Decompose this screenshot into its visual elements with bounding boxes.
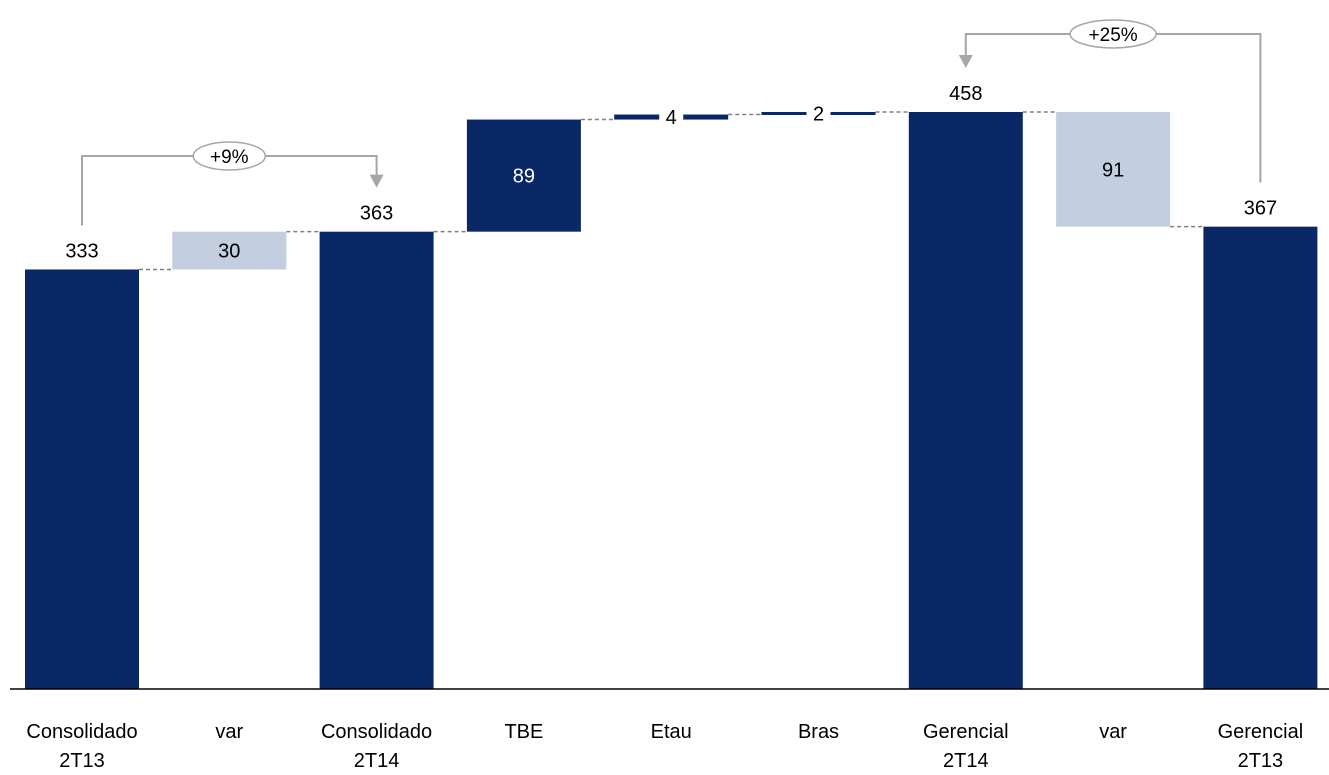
growth-brackets: +9% +25% bbox=[81, 19, 1262, 226]
bar-7 bbox=[908, 112, 1023, 689]
bracket-arrow-1 bbox=[369, 174, 384, 188]
growth-bracket-1: +9% bbox=[81, 141, 384, 226]
category-label-9-line-1: Gerencial bbox=[1218, 721, 1304, 743]
value-label-bg-6 bbox=[806, 101, 831, 126]
value-label-8: 91 bbox=[1102, 159, 1124, 181]
value-label-5: 4 bbox=[666, 107, 677, 129]
bracket-badge-2 bbox=[1069, 19, 1157, 49]
value-label-4: 89 bbox=[513, 166, 535, 188]
category-label-2-line-1: var bbox=[215, 721, 243, 743]
category-label-5-line-1: Etau bbox=[651, 721, 692, 743]
category-label-3-line-1: Consolidado bbox=[321, 721, 432, 743]
growth-bracket-2: +25% bbox=[958, 19, 1262, 183]
bar-8 bbox=[1056, 112, 1171, 227]
value-label-3: 363 bbox=[360, 203, 393, 225]
bar-9 bbox=[1203, 226, 1318, 689]
connector-lines bbox=[139, 111, 1204, 271]
value-label-6: 2 bbox=[813, 103, 824, 125]
bracket-label-1: +9% bbox=[210, 147, 249, 168]
bars bbox=[25, 112, 1318, 689]
category-label-3-line-2: 2T14 bbox=[354, 750, 400, 772]
bar-2 bbox=[172, 231, 287, 270]
category-labels: Consolidado 2T13 var Consolidado 2T14 TBE Etau… bbox=[26, 721, 1303, 772]
value-label-2: 30 bbox=[218, 241, 240, 263]
bracket-label-2: +25% bbox=[1089, 25, 1138, 46]
category-label-1-line-1: Consolidado bbox=[26, 721, 137, 743]
category-label-1-line-2: 2T13 bbox=[59, 750, 105, 772]
value-label-bg-5 bbox=[659, 105, 684, 130]
bracket-badge-1 bbox=[192, 141, 267, 171]
category-label-7-line-1: Gerencial bbox=[923, 721, 1009, 743]
bar-3 bbox=[319, 231, 434, 689]
value-label-9: 367 bbox=[1244, 198, 1277, 220]
bar-4 bbox=[466, 119, 581, 232]
bracket-arrow-2 bbox=[958, 55, 973, 68]
bar-1 bbox=[25, 269, 139, 689]
value-label-1: 333 bbox=[65, 240, 98, 262]
category-label-7-line-2: 2T14 bbox=[943, 750, 989, 772]
value-labels: 333 30 363 89 4 2 458 91 367 bbox=[65, 83, 1277, 263]
category-label-8-line-1: var bbox=[1099, 721, 1127, 743]
category-label-6-line-1: Bras bbox=[798, 721, 839, 743]
category-label-4-line-1: TBE bbox=[504, 721, 543, 743]
value-label-7: 458 bbox=[949, 83, 982, 105]
category-label-9-line-2: 2T13 bbox=[1238, 750, 1284, 772]
